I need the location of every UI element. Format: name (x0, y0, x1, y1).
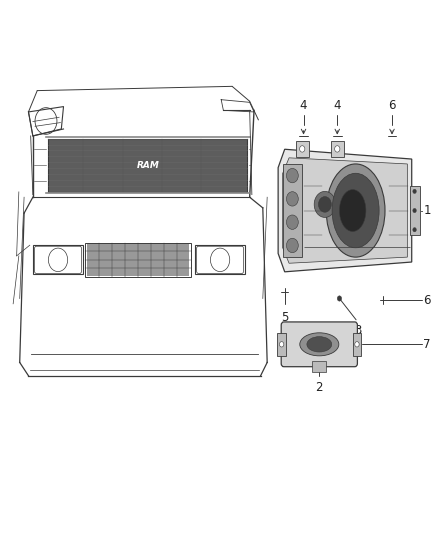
Text: 5: 5 (281, 311, 288, 324)
Bar (410, 186, 420, 235)
Text: 3: 3 (354, 324, 361, 337)
Ellipse shape (300, 333, 339, 356)
Bar (195, 245, 245, 274)
Circle shape (337, 296, 342, 301)
Bar (331, 141, 344, 157)
Bar (353, 333, 361, 356)
Text: 7: 7 (423, 338, 430, 351)
Circle shape (314, 191, 336, 217)
Circle shape (413, 228, 416, 232)
Text: 2: 2 (315, 381, 323, 393)
Text: 6: 6 (423, 294, 430, 306)
Circle shape (286, 215, 298, 229)
Circle shape (355, 342, 359, 347)
Circle shape (286, 168, 298, 183)
Polygon shape (283, 158, 407, 263)
Text: RAM: RAM (136, 161, 159, 169)
Circle shape (413, 189, 416, 193)
FancyBboxPatch shape (281, 322, 357, 367)
Bar (87, 244, 189, 276)
Bar (277, 333, 286, 356)
Circle shape (318, 197, 331, 212)
Bar (312, 361, 326, 372)
Ellipse shape (339, 190, 366, 231)
Circle shape (300, 146, 305, 152)
Text: 4: 4 (333, 99, 341, 112)
Circle shape (335, 146, 340, 152)
Text: 4: 4 (300, 99, 307, 112)
Bar (283, 164, 302, 257)
Circle shape (286, 238, 298, 253)
Ellipse shape (307, 337, 332, 352)
Polygon shape (48, 139, 247, 192)
Text: 6: 6 (388, 99, 396, 112)
Circle shape (286, 192, 298, 206)
Text: 1: 1 (424, 204, 431, 217)
Ellipse shape (332, 173, 379, 248)
Bar (33, 245, 83, 274)
Circle shape (413, 208, 416, 213)
Ellipse shape (326, 164, 385, 257)
Bar (85, 243, 191, 277)
Polygon shape (278, 149, 412, 272)
Bar (296, 141, 309, 157)
Circle shape (279, 342, 284, 347)
